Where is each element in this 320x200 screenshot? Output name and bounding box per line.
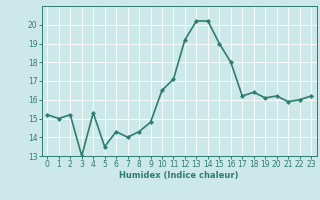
X-axis label: Humidex (Indice chaleur): Humidex (Indice chaleur) [119, 171, 239, 180]
